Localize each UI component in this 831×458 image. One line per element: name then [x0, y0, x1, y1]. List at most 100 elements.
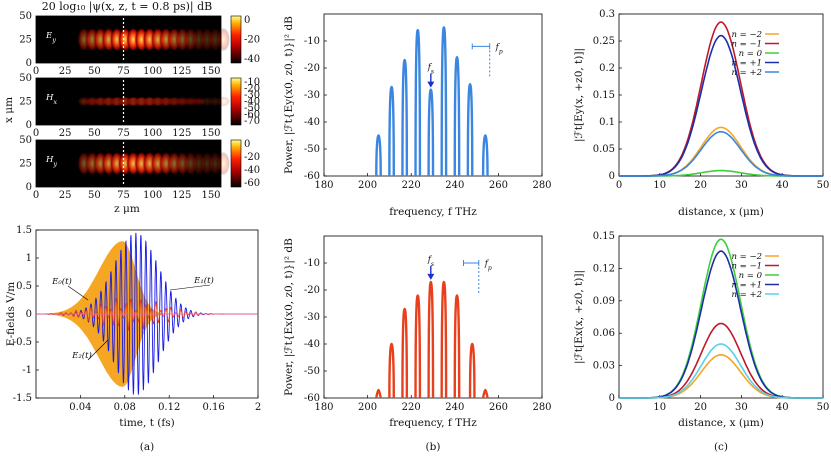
- spectral-peak: [388, 342, 395, 399]
- efield-ylabel: E-fields V/m: [5, 282, 17, 347]
- x-tick-label: 25: [59, 190, 72, 201]
- efield-xlabel: time, t (fs): [119, 417, 174, 429]
- x-tick-label: 0: [33, 66, 39, 77]
- spectral-peak: [453, 294, 461, 399]
- x-tick-label: 0: [616, 402, 622, 413]
- y-tick-label: 0: [26, 58, 32, 69]
- legend-label: n = +1: [731, 281, 762, 291]
- panel-c-top: 00.050.10.150.20.250.30 10 20 30 40 50n = −2n…: [573, 9, 829, 218]
- x-tick-label: 220: [402, 180, 421, 191]
- caption-b: (b): [426, 441, 441, 453]
- x-tick-label: 100: [143, 190, 162, 201]
- y-tick-label: -0.5: [13, 337, 32, 348]
- mode-curve: [619, 353, 823, 399]
- colorbar: [230, 139, 242, 188]
- field-map-label-sub: y: [52, 160, 57, 168]
- fp-label-sub: p: [488, 265, 492, 272]
- series-label-pointer: [67, 285, 89, 301]
- y-tick-label: 0.1: [599, 117, 615, 128]
- x-tick-label: 25: [59, 128, 72, 139]
- y-tick-label: 0.05: [593, 144, 615, 155]
- fs-label-sub: s: [431, 68, 434, 75]
- series-label-pointer: [169, 284, 211, 291]
- y-tick-label: -10: [304, 258, 320, 269]
- x-tick-label: 50: [817, 180, 830, 191]
- y-tick-label: 0: [609, 171, 615, 182]
- mode-curve: [619, 322, 823, 399]
- x-tick-label: 40: [776, 180, 789, 191]
- modal-ylabel: |ℱt[Ey(x, +z0, t)]|: [573, 48, 586, 142]
- spectral-peak: [481, 134, 489, 177]
- x-tick-label: 240: [445, 180, 464, 191]
- x-tick-label: 125: [172, 190, 191, 201]
- field-map-label-sub: y: [51, 36, 56, 44]
- y-tick-label: 0.12: [593, 263, 615, 274]
- y-tick-label: -20: [304, 285, 320, 296]
- colorbar-tick-label: -40: [244, 97, 260, 108]
- x-tick-label: 0.04: [69, 402, 91, 413]
- distance-xlabel: distance, x (μm): [678, 206, 764, 218]
- y-tick-label: -60: [304, 393, 320, 404]
- spectral-peak: [375, 134, 382, 177]
- caption-c: (c): [714, 441, 728, 453]
- spectral-peak: [388, 85, 395, 177]
- colorbar: [230, 77, 242, 126]
- field-intensity-blob: [216, 96, 230, 107]
- x-tick-label: 200: [358, 180, 377, 191]
- series-label: E₂(t): [71, 350, 92, 361]
- spectral-peak: [427, 88, 435, 177]
- colorbar-tick-label: -40: [244, 165, 260, 176]
- x-tick-label: 50: [88, 66, 101, 77]
- y-tick-label: 50: [19, 73, 32, 84]
- colorbar-tick-label: -20: [244, 152, 260, 163]
- x-tick-label: 10: [653, 402, 666, 413]
- spectral-peak: [440, 26, 448, 177]
- y-tick-label: -60: [304, 171, 320, 182]
- fs-label: fs: [427, 255, 434, 268]
- fs-label: fs: [427, 63, 434, 76]
- mode-curve: [619, 238, 823, 399]
- legend-label: n = 0: [739, 49, 763, 59]
- legend-label: n = −1: [731, 40, 762, 50]
- colorbar-tick-label: -50: [244, 103, 260, 114]
- x-tick-label: 180: [314, 180, 333, 191]
- y-tick-label: 50: [19, 135, 32, 146]
- mode-curve: [619, 34, 823, 177]
- y-tick-label: 25: [19, 159, 32, 170]
- y-tick-label: 25: [19, 35, 32, 46]
- x-tick-label: 200: [358, 402, 377, 413]
- series-label: E₀(t): [51, 276, 72, 287]
- field-map-ylabel: x μm: [3, 97, 15, 123]
- x-tick-label: 50: [88, 128, 101, 139]
- mode-curve: [619, 21, 823, 177]
- x-tick-label: 75: [117, 190, 130, 201]
- y-tick-label: -30: [304, 90, 320, 101]
- legend-label: n = 0: [739, 271, 763, 281]
- field-map: Ey 0 25 50 0 25 50 75 100 125 150 0 -20 -40: [19, 11, 260, 77]
- x-tick-label: 150: [201, 128, 220, 139]
- power-ylabel: Power, |ℱt{Ey(x0, z0, t)}|² dB: [283, 16, 296, 174]
- colorbar-tick-label: -30: [244, 90, 260, 101]
- y-tick-label: 0.25: [593, 36, 615, 47]
- x-tick-label: 50: [88, 190, 101, 201]
- x-tick-label: 260: [489, 180, 508, 191]
- fs-arrowhead: [427, 273, 435, 280]
- y-tick-label: 0.09: [593, 296, 615, 307]
- colorbar: [230, 15, 242, 64]
- spectral-peak: [466, 82, 474, 177]
- x-tick-label: 0: [616, 180, 622, 191]
- y-tick-label: -10: [304, 36, 320, 47]
- spectral-peak: [414, 294, 422, 399]
- modal-ylabel: |ℱt[Ex(x, +z0, t)]|: [573, 270, 586, 364]
- colorbar-tick-label: 0: [244, 15, 250, 26]
- x-tick-label: 100: [143, 66, 162, 77]
- field-map-label-sub: x: [53, 98, 57, 106]
- mode-curve: [619, 343, 823, 399]
- x-tick-label: 75: [117, 128, 130, 139]
- y-tick-label: 0: [609, 393, 615, 404]
- colorbar-tick-label: -20: [244, 84, 260, 95]
- y-tick-label: -40: [304, 117, 320, 128]
- y-tick-label: -30: [304, 312, 320, 323]
